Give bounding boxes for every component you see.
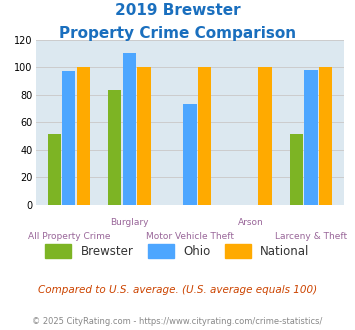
Bar [108, 90, 121, 205]
Bar [304, 70, 318, 205]
Bar [123, 53, 136, 205]
Text: © 2025 CityRating.com - https://www.cityrating.com/crime-statistics/: © 2025 CityRating.com - https://www.city… [32, 317, 323, 326]
Text: Property Crime Comparison: Property Crime Comparison [59, 26, 296, 41]
Bar [77, 67, 90, 205]
Bar [319, 67, 332, 205]
Bar [258, 67, 272, 205]
Text: Compared to U.S. average. (U.S. average equals 100): Compared to U.S. average. (U.S. average … [38, 285, 317, 295]
Text: Motor Vehicle Theft: Motor Vehicle Theft [146, 232, 234, 241]
Bar [198, 67, 211, 205]
Text: Larceny & Theft: Larceny & Theft [275, 232, 347, 241]
Bar [62, 71, 76, 205]
Bar [137, 67, 151, 205]
Legend: Brewster, Ohio, National: Brewster, Ohio, National [41, 239, 314, 262]
Text: Arson: Arson [237, 218, 263, 227]
Text: 2019 Brewster: 2019 Brewster [115, 3, 240, 18]
Text: All Property Crime: All Property Crime [28, 232, 110, 241]
Bar [183, 104, 197, 205]
Text: Burglary: Burglary [110, 218, 149, 227]
Bar [290, 135, 303, 205]
Bar [48, 135, 61, 205]
